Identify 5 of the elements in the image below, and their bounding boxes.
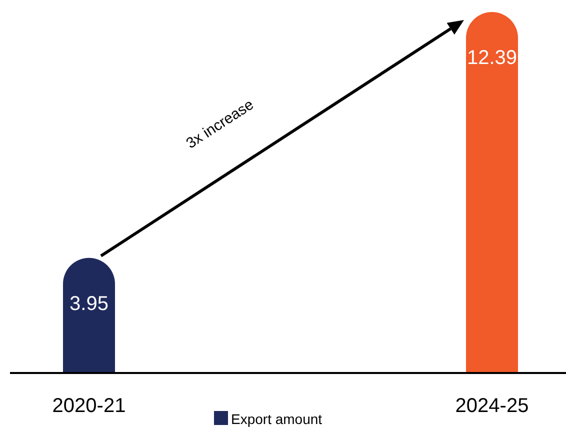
legend-label: Export amount: [231, 411, 322, 427]
x-tick-label: 2020-21: [52, 395, 126, 417]
x-tick-label: 2024-25: [455, 395, 529, 417]
data-label: 12.39: [466, 47, 518, 69]
data-label: 3.95: [70, 292, 108, 315]
